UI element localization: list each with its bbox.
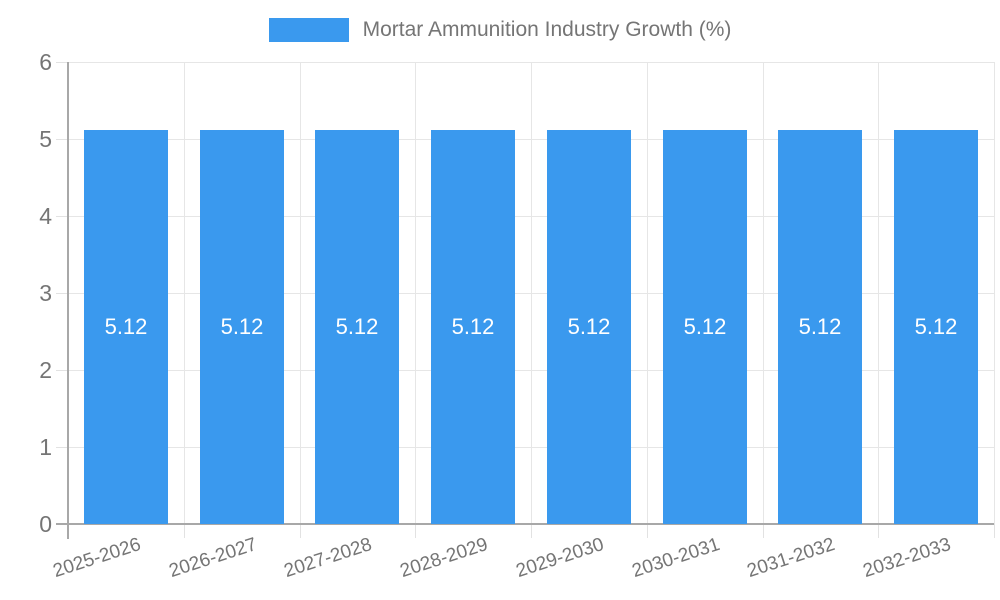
bar[interactable]: 5.12	[778, 130, 862, 524]
y-axis-tick-label: 5	[39, 126, 52, 152]
y-axis-tick	[56, 216, 68, 217]
bar-value-label: 5.12	[220, 314, 264, 339]
y-axis-tick	[56, 447, 68, 448]
y-axis-tick	[56, 293, 68, 294]
bar-value-label: 5.12	[914, 314, 958, 339]
x-axis	[56, 523, 994, 525]
x-axis-tick	[300, 524, 301, 538]
x-gridline	[647, 62, 648, 524]
y-axis-tick	[56, 139, 68, 140]
legend-swatch-icon	[268, 18, 349, 42]
bar-value-label: 5.12	[567, 314, 611, 339]
y-axis-tick	[56, 62, 68, 63]
y-axis	[67, 62, 69, 539]
bar-value-label: 5.12	[683, 314, 727, 339]
bar-value-label: 5.12	[798, 314, 842, 339]
bar[interactable]: 5.12	[547, 130, 631, 524]
x-axis-tick	[878, 524, 879, 538]
bar[interactable]: 5.12	[894, 130, 978, 524]
x-gridline	[531, 62, 532, 524]
bar[interactable]: 5.12	[663, 130, 747, 524]
bar[interactable]: 5.12	[200, 130, 284, 524]
y-axis-tick-label: 2	[39, 357, 52, 383]
bar[interactable]: 5.12	[315, 130, 399, 524]
bar-value-label: 5.12	[451, 314, 495, 339]
x-gridline	[763, 62, 764, 524]
legend-label: Mortar Ammunition Industry Growth (%)	[362, 18, 732, 41]
y-axis-tick-label: 6	[39, 49, 52, 75]
chart-legend[interactable]: Mortar Ammunition Industry Growth (%)	[0, 18, 1000, 42]
x-axis-tick	[531, 524, 532, 538]
x-axis-tick	[647, 524, 648, 538]
bar-value-label: 5.12	[335, 314, 379, 339]
x-gridline	[300, 62, 301, 524]
y-axis-tick-label: 1	[39, 434, 52, 460]
y-axis-tick-label: 0	[39, 511, 52, 537]
bar[interactable]: 5.12	[84, 130, 168, 524]
y-axis-tick-label: 3	[39, 280, 52, 306]
x-gridline	[184, 62, 185, 524]
x-axis-tick	[994, 524, 995, 538]
x-gridline	[415, 62, 416, 524]
bar[interactable]: 5.12	[431, 130, 515, 524]
x-axis-tick	[184, 524, 185, 538]
y-axis-tick-label: 4	[39, 203, 52, 229]
bar-value-label: 5.12	[104, 314, 148, 339]
x-axis-tick	[415, 524, 416, 538]
x-axis-tick	[763, 524, 764, 538]
y-axis-tick	[56, 370, 68, 371]
x-gridline	[878, 62, 879, 524]
x-gridline	[994, 62, 995, 524]
